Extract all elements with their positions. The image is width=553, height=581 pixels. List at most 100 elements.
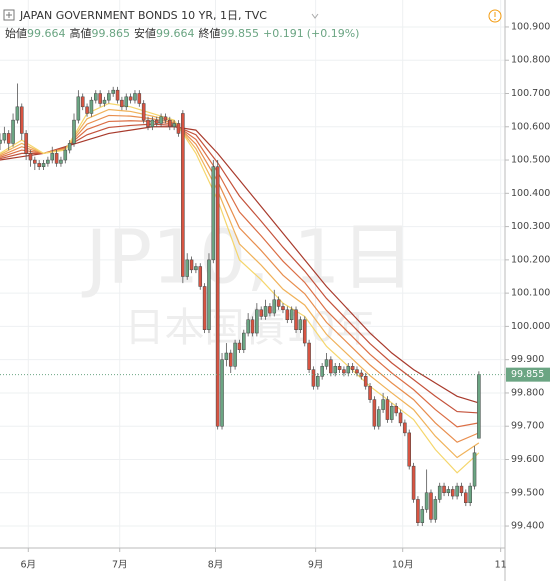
alert-icon[interactable] (488, 9, 502, 23)
candle-body (137, 93, 142, 104)
watermark: JP10, 1日 日本国債10年 (82, 215, 415, 352)
axes: 99.400 99.500 99.600 99.700 99.800 99.900 100.… (21, 21, 551, 570)
candle-body (302, 319, 307, 344)
candle-body (342, 369, 346, 374)
candle-body (259, 309, 263, 317)
candle-body (120, 99, 124, 108)
ribbon-line (0, 114, 480, 443)
candle-body (242, 332, 246, 350)
candle-body (477, 374, 481, 439)
y-tick-label: 100.200 (511, 254, 550, 265)
candle-body (394, 406, 398, 414)
candle-body (250, 319, 255, 334)
candle-body (207, 259, 211, 330)
candle-body (372, 399, 377, 427)
candle-body (46, 159, 50, 164)
candle-body (390, 406, 394, 420)
candle-body (350, 366, 355, 370)
candle-body (102, 99, 107, 104)
chart-title: JAPAN GOVERNMENT BONDS 10 YR, 1日, TVC (19, 9, 267, 22)
watermark-main: JP10, 1日 (82, 215, 415, 301)
candle-body (316, 376, 320, 387)
dropdown-icon[interactable] (311, 13, 319, 19)
x-tick-label: 7月 (112, 560, 128, 571)
candle-body (107, 93, 111, 101)
candle-body (89, 99, 94, 114)
candle-body (63, 149, 68, 161)
candle-body (85, 106, 89, 114)
candle-body (429, 492, 433, 520)
candle-body (172, 123, 176, 128)
y-tick-label: 100.400 (511, 188, 550, 199)
candle-body (276, 299, 281, 307)
candle-body (420, 509, 425, 523)
candle-body (98, 93, 102, 104)
candle-body (37, 163, 41, 167)
candle-body (289, 309, 294, 320)
candle-body (202, 286, 207, 330)
candle-body (150, 119, 155, 128)
candle-body (272, 299, 277, 314)
candle-body (294, 309, 298, 330)
candle-body (133, 93, 137, 101)
candle-body (176, 123, 181, 134)
candle-body (194, 266, 198, 271)
candle-body (215, 166, 220, 427)
candle-body (281, 306, 285, 311)
x-tick-label: 10月 (392, 560, 414, 571)
candle-body (472, 452, 477, 487)
candle-body (468, 485, 472, 503)
candle-body (111, 89, 115, 94)
candle-body (450, 489, 455, 497)
candle-body (6, 133, 11, 144)
candle-body (163, 116, 168, 121)
ohlc-header: 始値99.664 高値99.865 安値99.664 終値99.855 +0.191 (+… (5, 26, 359, 40)
candle-body (455, 485, 459, 497)
y-tick-label: 99.800 (511, 387, 544, 398)
ribbon-line (0, 123, 479, 414)
y-tick-label: 100.300 (511, 221, 550, 232)
candle-body (0, 139, 2, 144)
candle-body (307, 342, 311, 370)
candle-body (11, 119, 15, 144)
y-tick-label: 100.000 (511, 321, 550, 332)
candle-body (411, 465, 416, 500)
candle-body (59, 159, 63, 164)
candle-body (324, 359, 329, 367)
candle-body (246, 319, 250, 334)
candle-body (442, 485, 446, 494)
candle-body (320, 366, 324, 377)
expand-icon[interactable] (3, 9, 15, 21)
candle-body (368, 386, 372, 400)
candle-body (285, 309, 290, 320)
header-value: 99.664 (156, 27, 195, 40)
ribbon-line (0, 102, 480, 474)
y-tick-label: 99.500 (511, 487, 544, 498)
candle-body (346, 366, 351, 374)
y-tick-label: 100.800 (511, 55, 550, 66)
candle-body (381, 399, 385, 410)
candle-body (255, 309, 259, 334)
candle-body (359, 372, 364, 377)
candle-body (115, 89, 120, 101)
candle-body (198, 266, 203, 287)
header-label: 終値 (199, 26, 221, 40)
header-change-pct: (+0.19%) (307, 27, 360, 40)
y-tick-label: 99.700 (511, 421, 544, 432)
candle-body (446, 489, 451, 494)
candle-body (220, 359, 224, 427)
candle-body (211, 166, 216, 261)
candle-body (311, 369, 316, 387)
y-tick-label: 100.100 (511, 288, 550, 299)
y-tick-label: 100.700 (511, 88, 550, 99)
last-price-label: 99.855 (511, 369, 544, 380)
candle-body (2, 133, 7, 141)
candle-body (189, 259, 194, 271)
candle-body (41, 163, 46, 167)
candle-body (424, 492, 429, 510)
header-label: 始値 (5, 26, 27, 40)
candle-body (72, 119, 76, 144)
candle-body (154, 119, 159, 124)
